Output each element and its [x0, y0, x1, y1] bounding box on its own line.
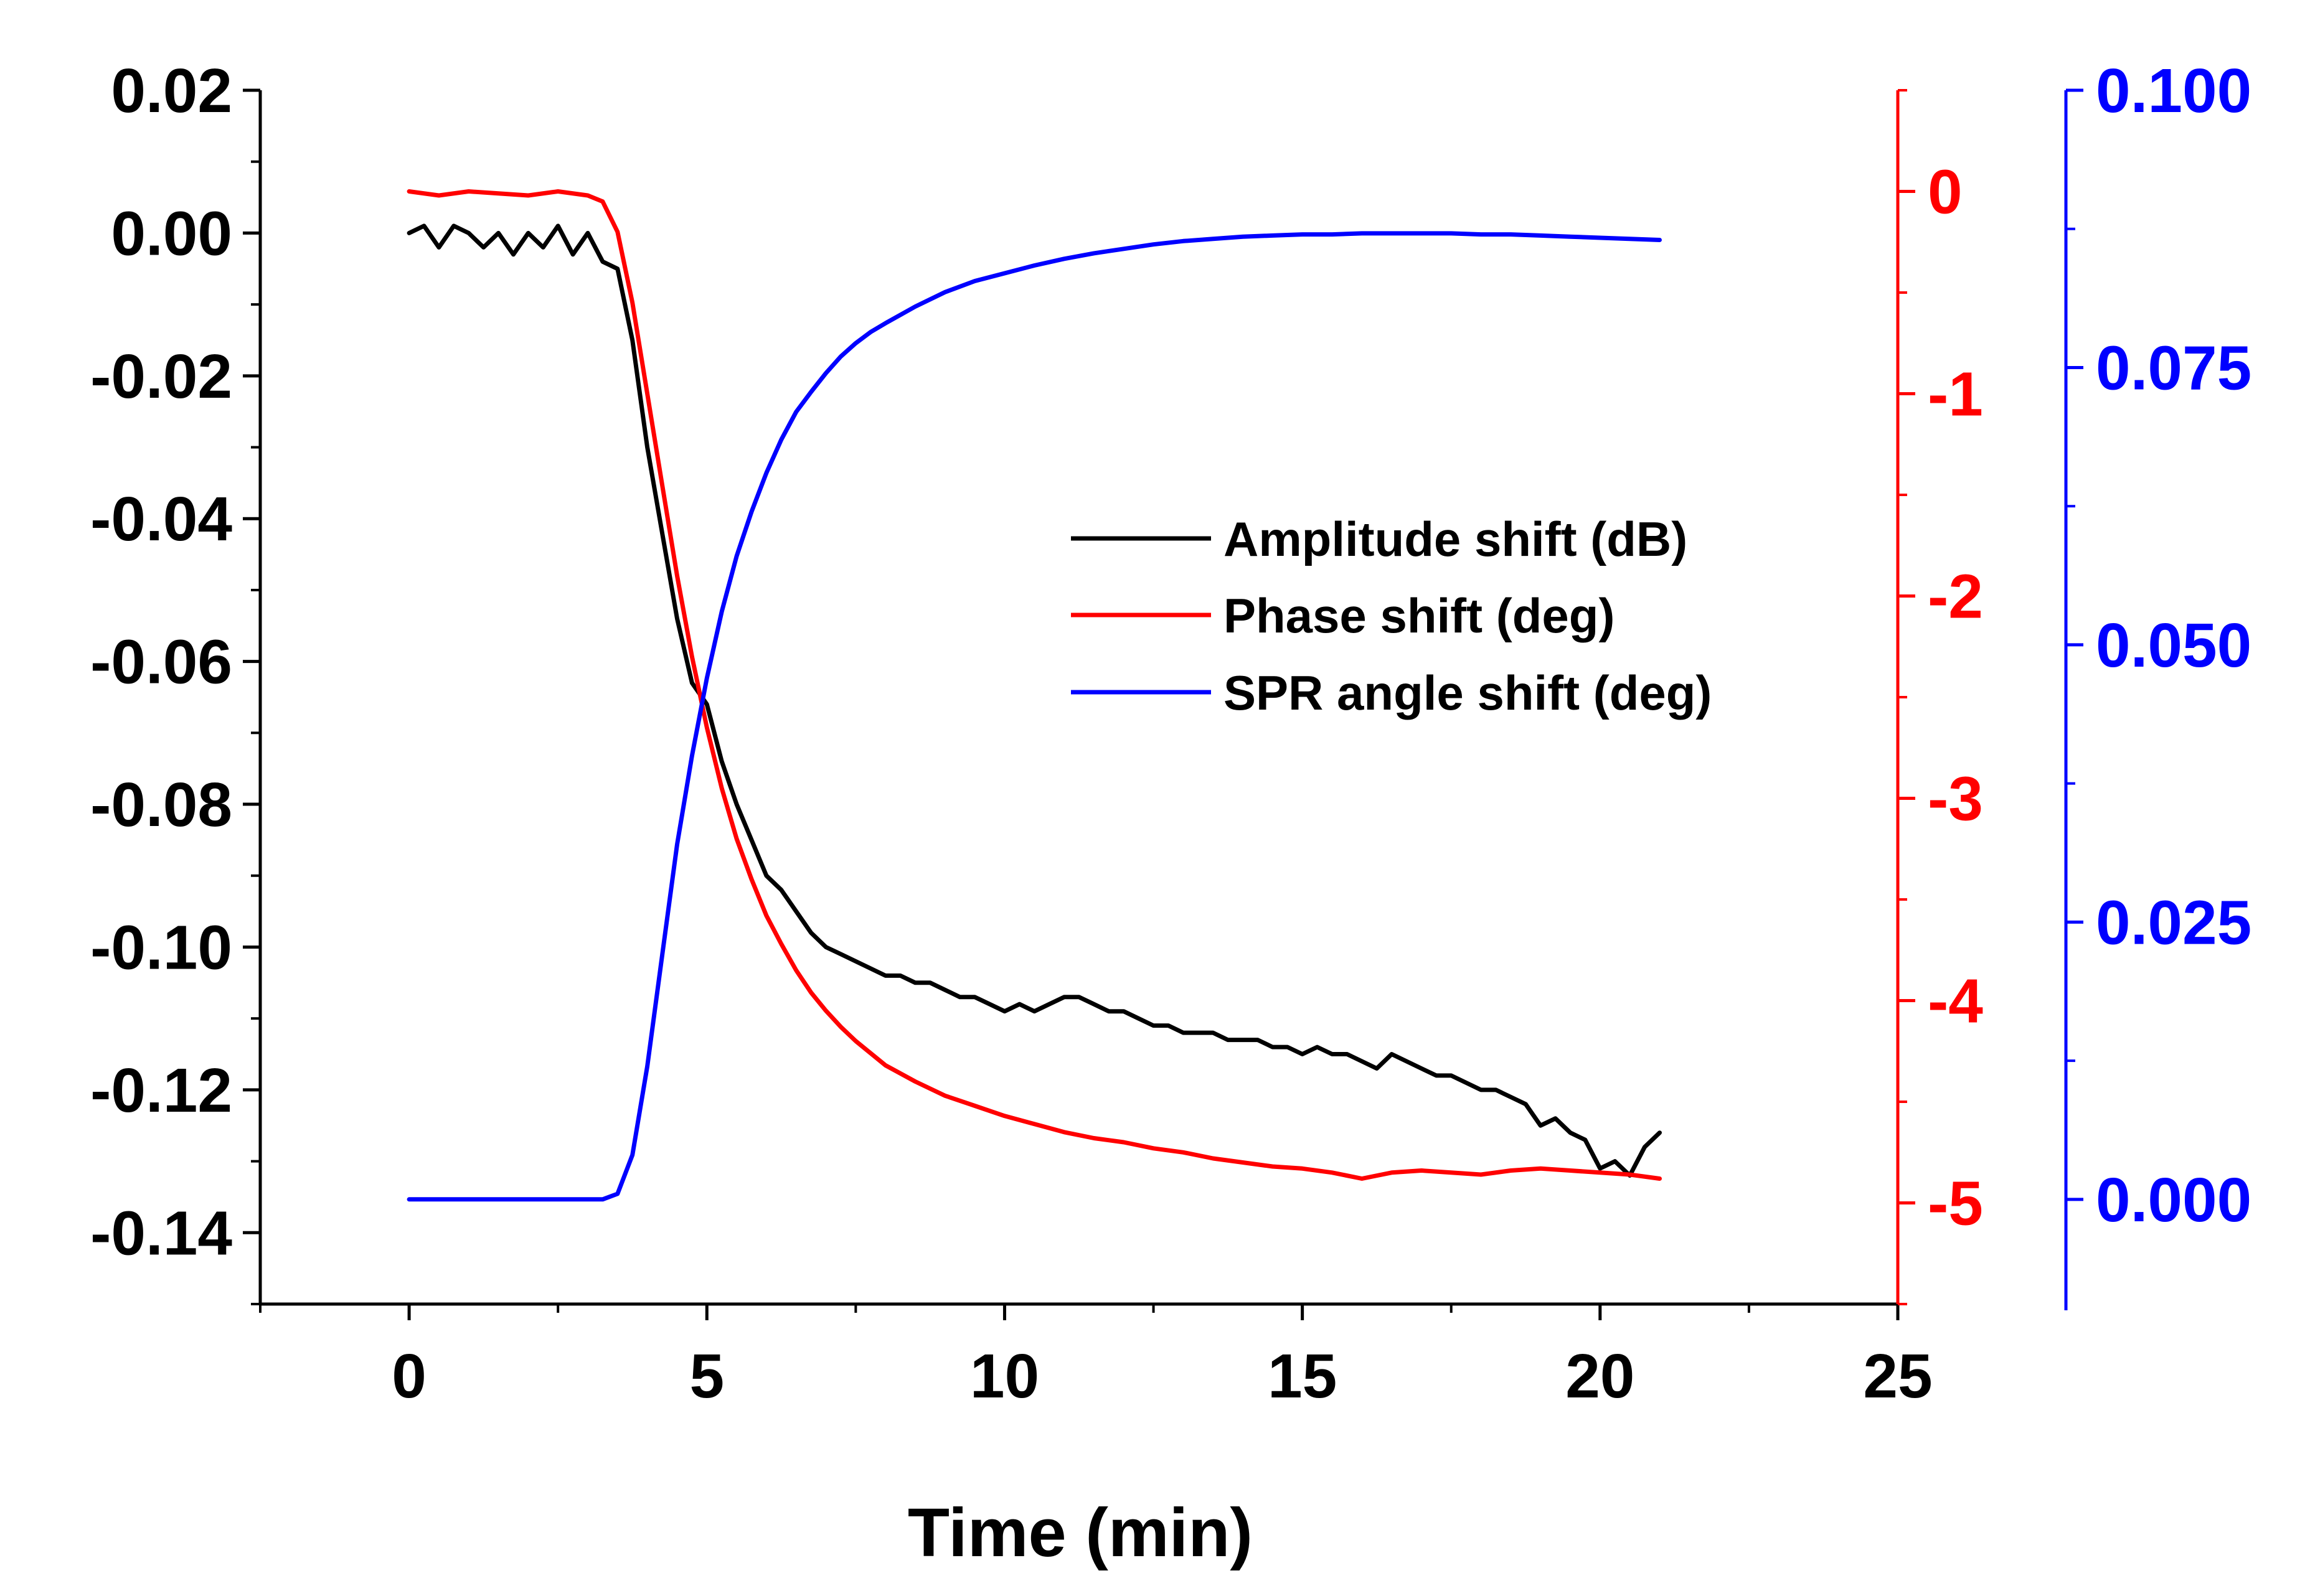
left-y-tick-label: -0.08 — [90, 770, 232, 840]
x-axis-title: Time (min) — [908, 1495, 1253, 1571]
right1-y-tick-label: -5 — [1928, 1169, 1983, 1239]
legend-label-amplitude: Amplitude shift (dB) — [1223, 512, 1687, 566]
right1-y-tick-label: 0 — [1928, 157, 1963, 227]
right2-y-tick-label: 0.100 — [2096, 56, 2251, 126]
right1-y-tick-label: -3 — [1928, 764, 1983, 834]
right2-y-tick-label: 0.025 — [2096, 888, 2251, 957]
left-y-tick-label: -0.06 — [90, 627, 232, 697]
right1-y-tick-label: -2 — [1928, 562, 1983, 632]
right2-y-tick-label: 0.075 — [2096, 333, 2251, 403]
left-y-tick-label: 0.00 — [111, 199, 232, 268]
axes-layer: 0 5 10 15 20 25 0.02 0.00 -0.02 -0.04 -0.06 -0.08 -0… — [90, 56, 2251, 1411]
left-y-tick-label: -0.14 — [90, 1198, 232, 1268]
legend-label-phase: Phase shift (deg) — [1223, 588, 1615, 643]
right1-y-tick-label: -1 — [1928, 360, 1983, 430]
x-tick-label: 10 — [970, 1341, 1039, 1411]
series-spr-line — [407, 231, 1662, 1202]
left-y-tick-label: -0.04 — [90, 484, 232, 554]
series-amplitude-line — [407, 223, 1662, 1178]
x-tick-label: 15 — [1268, 1341, 1337, 1411]
x-tick-label: 5 — [689, 1341, 724, 1411]
legend-label-spr: SPR angle shift (deg) — [1223, 665, 1712, 720]
x-tick-label: 25 — [1863, 1341, 1932, 1411]
series-layer — [407, 189, 1662, 1202]
x-tick-label: 0 — [392, 1341, 427, 1411]
left-y-tick-label: -0.12 — [90, 1056, 232, 1125]
series-phase-line — [407, 189, 1662, 1181]
right1-y-tick-label: -4 — [1928, 967, 1983, 1036]
left-y-tick-label: -0.02 — [90, 342, 232, 411]
legend: Amplitude shift (dB) Phase shift (deg) S… — [1071, 512, 1712, 720]
right2-y-tick-label: 0.050 — [2096, 611, 2251, 680]
right2-y-tick-label: 0.000 — [2096, 1165, 2251, 1235]
x-tick-label: 20 — [1565, 1341, 1634, 1411]
left-y-tick-label: 0.02 — [111, 56, 232, 126]
left-y-tick-label: -0.10 — [90, 913, 232, 982]
